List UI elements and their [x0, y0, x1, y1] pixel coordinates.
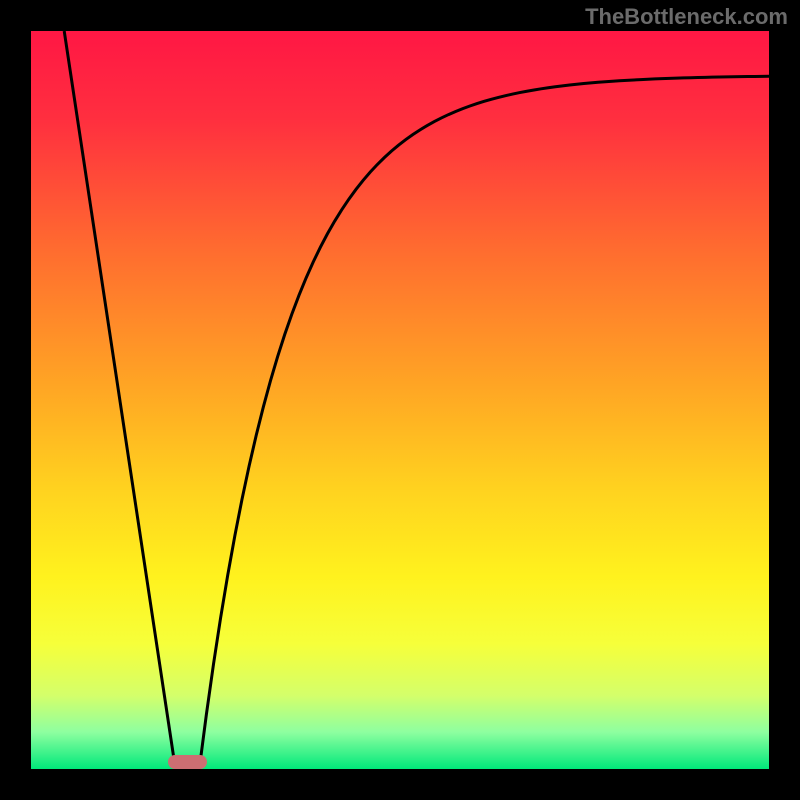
v-curve-right	[199, 76, 769, 769]
v-line-left	[64, 31, 175, 765]
watermark-text: TheBottleneck.com	[585, 4, 788, 30]
plot-area	[31, 31, 769, 769]
curve-layer	[31, 31, 769, 769]
baseline-marker	[168, 755, 208, 769]
chart-container: TheBottleneck.com	[0, 0, 800, 800]
